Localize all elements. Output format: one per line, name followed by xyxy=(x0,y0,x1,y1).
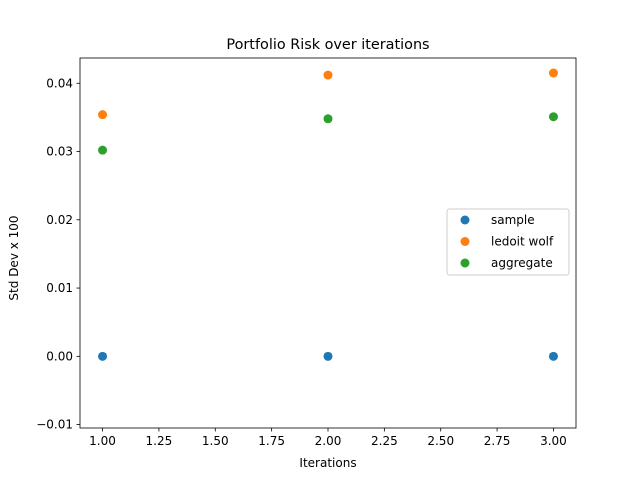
x-tick-label: 3.00 xyxy=(540,434,567,448)
legend-label-aggregate: aggregate xyxy=(491,256,553,270)
y-axis-label: Std Dev x 100 xyxy=(7,215,21,300)
data-point-ledoit-wolf-3 xyxy=(548,68,558,78)
chart-title: Portfolio Risk over iterations xyxy=(226,37,429,53)
x-tick-label: 1.25 xyxy=(146,434,173,448)
x-tick-label: 2.00 xyxy=(315,434,342,448)
data-point-sample-3 xyxy=(548,351,558,361)
x-tick-label: 1.50 xyxy=(202,434,229,448)
x-tick-label: 2.50 xyxy=(427,434,454,448)
legend-marker-sample xyxy=(460,215,470,225)
plot-area: 1.00 1.25 1.50 1.75 2.00 2.25 2.50 2.75 3.00 −0.0… xyxy=(36,57,577,448)
legend: sample ledoit wolf aggregate xyxy=(446,208,570,276)
x-tick-label: 2.25 xyxy=(371,434,398,448)
data-point-aggregate-2 xyxy=(323,114,333,124)
y-tick-label: 0.04 xyxy=(46,76,73,90)
data-point-aggregate-1 xyxy=(98,145,108,155)
data-point-aggregate-3 xyxy=(548,112,558,122)
data-point-ledoit-wolf-1 xyxy=(98,110,108,120)
y-tick-label: 0.01 xyxy=(46,281,73,295)
y-tick-label: 0.00 xyxy=(46,349,73,363)
data-point-sample-2 xyxy=(323,351,333,361)
legend-box xyxy=(446,208,570,276)
data-point-ledoit-wolf-2 xyxy=(323,70,333,80)
x-tick-label: 1.75 xyxy=(258,434,285,448)
x-axis-label: Iterations xyxy=(299,456,356,470)
x-tick-label: 2.75 xyxy=(484,434,511,448)
x-tick-label: 1.00 xyxy=(89,434,116,448)
y-tick-label: 0.02 xyxy=(46,213,73,227)
y-tick-label: −0.01 xyxy=(36,418,73,432)
legend-marker-aggregate xyxy=(460,258,470,268)
legend-label-sample: sample xyxy=(491,213,535,227)
legend-marker-ledoit-wolf xyxy=(460,237,470,246)
data-point-sample-1 xyxy=(98,351,108,361)
y-tick-label: 0.03 xyxy=(46,145,73,159)
legend-label-ledoit-wolf: ledoit wolf xyxy=(491,235,554,249)
